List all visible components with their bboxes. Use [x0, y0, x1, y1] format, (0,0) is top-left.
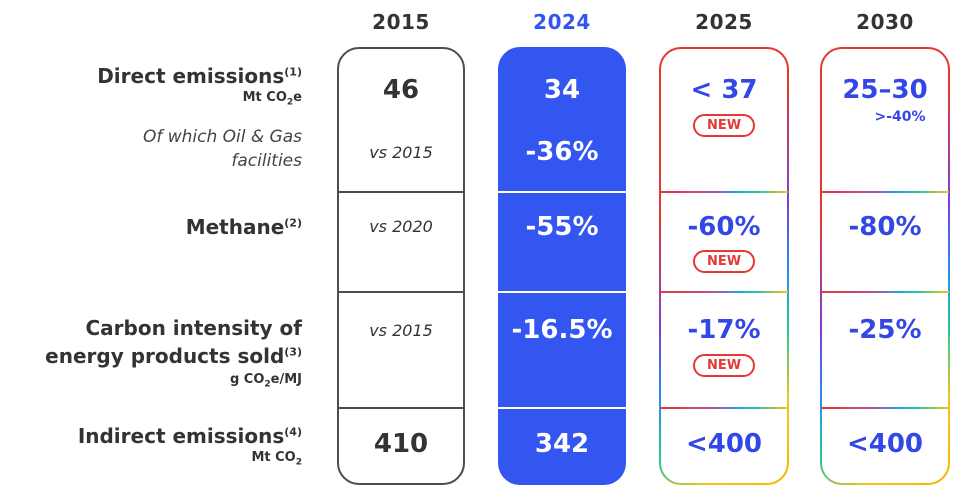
value-2024-indirect: 342 [534, 429, 590, 459]
column-2030 [820, 47, 950, 485]
label-carbon-unit-sub: 2 [264, 379, 271, 390]
value-2025-methane: -60% [687, 212, 761, 242]
label-oil-gas: Of which Oil & Gas facilities [143, 125, 302, 173]
value-2015-methane: vs 2020 [369, 217, 433, 236]
value-2015-direct: 46 [382, 75, 420, 105]
label-carbon-intensity: Carbon intensity of energy products sold… [45, 314, 302, 390]
label-methane-footnote: (2) [284, 216, 302, 230]
label-carbon-footnote: (3) [284, 345, 302, 359]
row-divider [498, 291, 626, 293]
row-divider [498, 191, 626, 193]
row-divider [821, 191, 949, 193]
value-2025-carbon: -17% [687, 315, 761, 345]
label-carbon-unit: g CO [229, 372, 265, 387]
label-methane: Methane(2) [186, 215, 302, 239]
label-direct-emissions: Direct emissions(1) Mt CO2e [97, 64, 302, 108]
value-2030-direct-note: >-40% [874, 109, 926, 125]
year-header-2030: 2030 [856, 10, 914, 34]
column-2024 [498, 47, 626, 485]
label-direct-unit-sub: 2 [286, 97, 294, 108]
label-direct-title: Direct emissions [97, 64, 285, 88]
value-2030-indirect: <400 [846, 429, 924, 459]
row-divider [338, 407, 464, 409]
row-divider [821, 291, 949, 293]
label-direct-unit-post: e [293, 90, 302, 105]
value-2015-indirect: 410 [373, 429, 429, 459]
row-divider [660, 407, 788, 409]
row-divider [338, 191, 464, 193]
value-2024-methane: -55% [525, 212, 599, 242]
year-header-2025: 2025 [695, 10, 753, 34]
label-direct-unit: Mt CO [242, 90, 287, 105]
year-header-2024: 2024 [533, 10, 591, 34]
label-indirect-title: Indirect emissions [77, 424, 285, 448]
label-carbon-unit-post: e/MJ [270, 372, 302, 387]
label-oil-gas-line2: facilities [231, 151, 302, 171]
value-2030-direct: 25–30 [842, 75, 928, 105]
new-badge: NEW [693, 250, 755, 273]
value-2015-oilgas: vs 2015 [369, 143, 433, 162]
new-badge: NEW [693, 354, 755, 377]
label-methane-title: Methane [185, 215, 285, 239]
column-2015 [337, 47, 465, 485]
value-2025-direct: < 37 [690, 75, 758, 105]
label-carbon-line1: Carbon intensity of [85, 316, 302, 340]
value-2030-carbon: -25% [848, 315, 922, 345]
value-2024-carbon: -16.5% [511, 315, 613, 345]
value-2030-methane: -80% [848, 212, 922, 242]
row-divider [821, 407, 949, 409]
year-header-2015: 2015 [372, 10, 430, 34]
row-divider [338, 291, 464, 293]
label-direct-footnote: (1) [284, 65, 302, 79]
label-indirect-unit-sub: 2 [295, 457, 302, 468]
row-divider [660, 291, 788, 293]
row-divider [660, 191, 788, 193]
value-2025-indirect: <400 [685, 429, 763, 459]
label-indirect-emissions: Indirect emissions(4) Mt CO2 [77, 424, 302, 468]
label-indirect-footnote: (4) [284, 425, 302, 439]
value-2024-oilgas: -36% [525, 137, 599, 167]
value-2024-direct: 34 [543, 75, 581, 105]
value-2015-carbon: vs 2015 [369, 321, 433, 340]
label-indirect-unit: Mt CO [251, 450, 296, 465]
row-divider [498, 407, 626, 409]
new-badge: NEW [693, 114, 755, 137]
label-carbon-line2: energy products sold [45, 344, 285, 368]
column-2025 [659, 47, 789, 485]
label-oil-gas-line1: Of which Oil & Gas [142, 127, 302, 147]
